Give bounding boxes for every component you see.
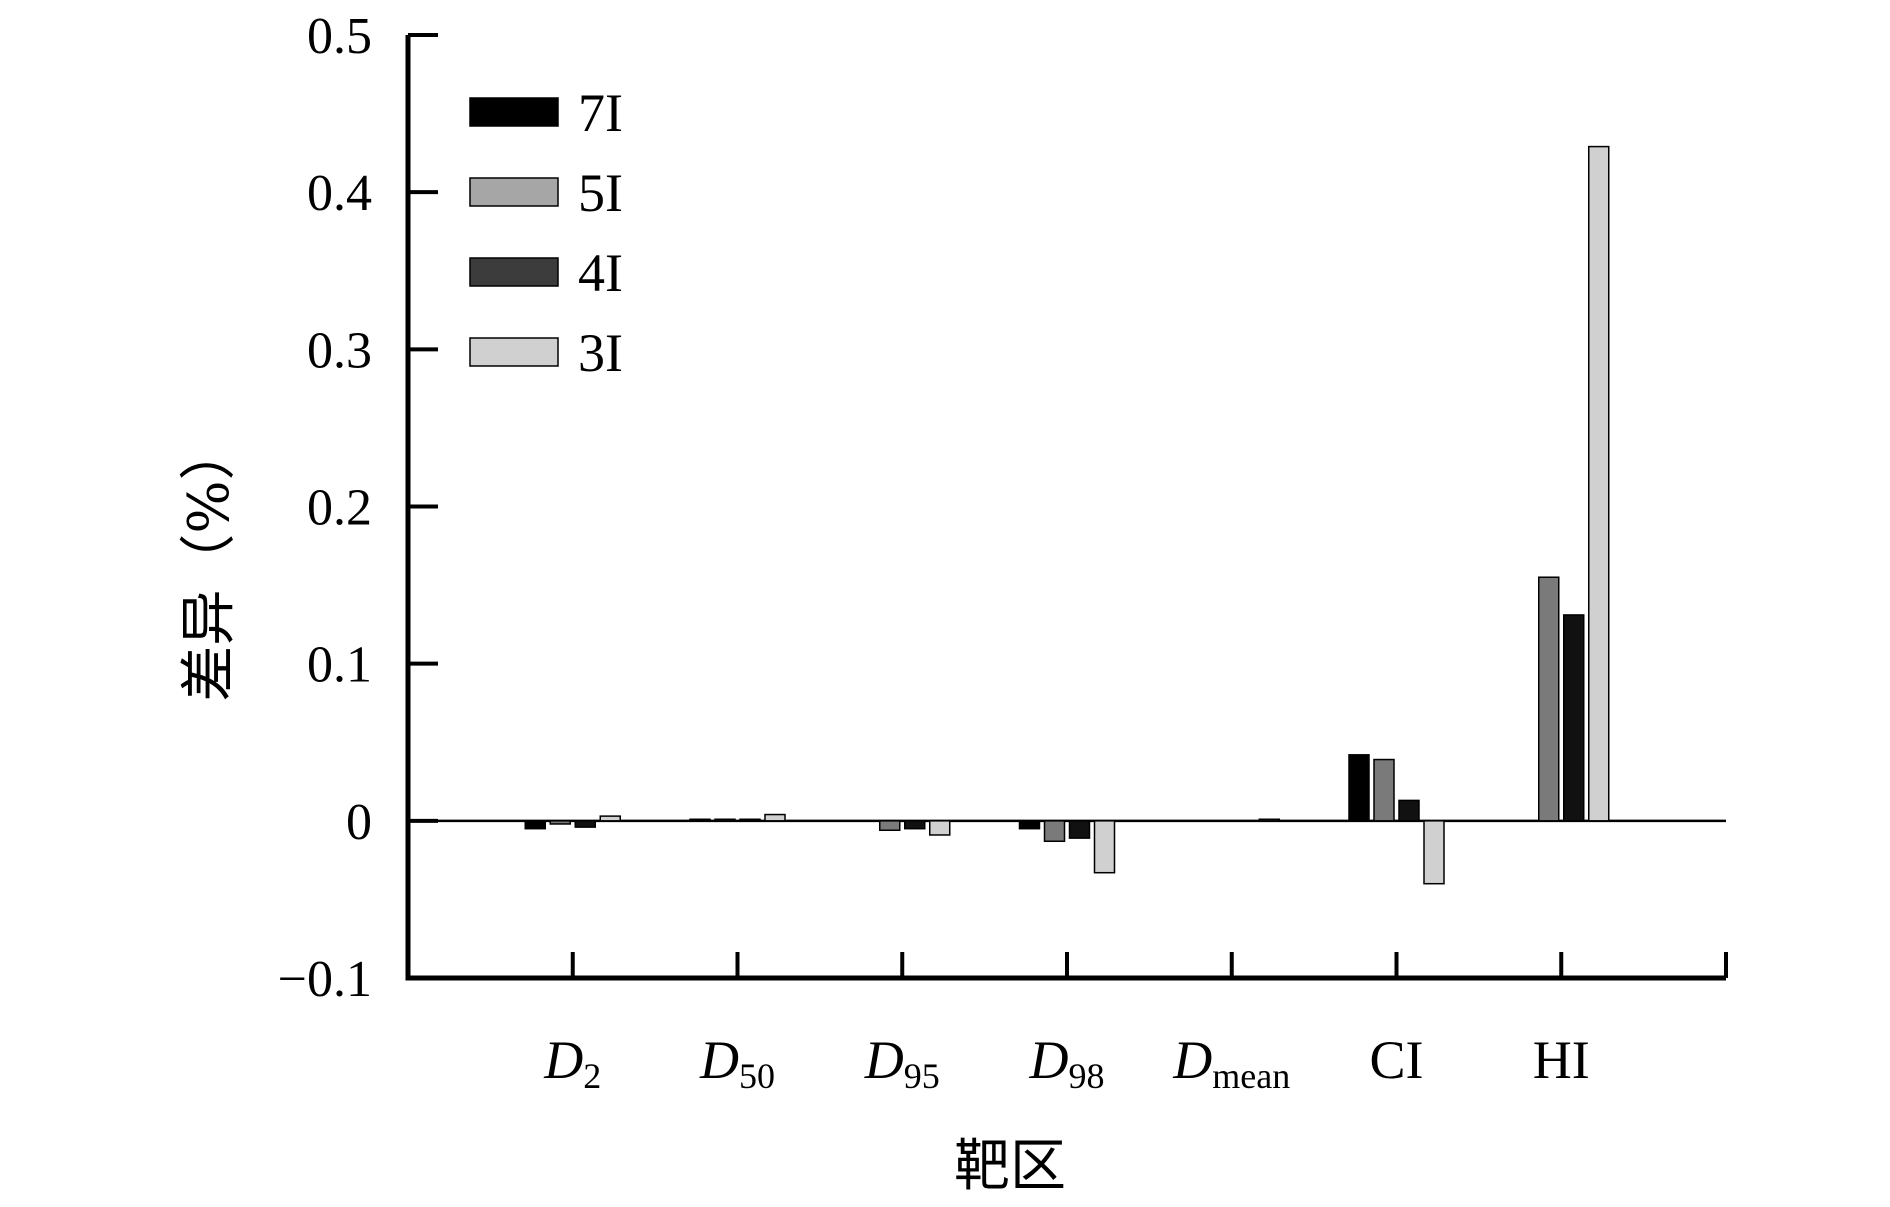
x-category-subscript: 2 — [583, 1056, 601, 1096]
x-category-main: D — [864, 1030, 904, 1090]
x-category-label: D95 — [864, 1030, 940, 1096]
x-category-label: HI — [1533, 1030, 1590, 1090]
y-tick-label: 0.2 — [307, 480, 372, 537]
bar-5I — [549, 820, 571, 825]
bar-3I — [1258, 818, 1280, 822]
legend-swatch — [469, 337, 559, 367]
bar-3I — [764, 813, 786, 822]
bar-7I — [689, 818, 711, 822]
bar-3I — [1423, 820, 1445, 885]
y-tick-label: 0 — [346, 794, 372, 851]
x-category-subscript: mean — [1212, 1056, 1290, 1096]
x-category-label: D2 — [543, 1030, 601, 1096]
x-category-main: HI — [1533, 1030, 1590, 1090]
legend-label: 7I — [578, 83, 623, 143]
bar-4I — [1398, 799, 1420, 822]
x-category-main: CI — [1370, 1030, 1424, 1090]
y-tick-label: 0.1 — [307, 637, 372, 694]
bar-4I — [1068, 820, 1091, 839]
bar-3I — [1588, 145, 1610, 822]
y-axis-title: 差异（%） — [177, 424, 242, 701]
x-category-label: D50 — [699, 1030, 775, 1096]
bar-3I — [929, 820, 951, 836]
x-category-label: CI — [1370, 1030, 1424, 1090]
x-category-label: D98 — [1029, 1030, 1105, 1096]
y-tick-label: 0.4 — [307, 165, 372, 222]
y-ticks: 0.5 0.4 0.3 0.2 0.1 0 −0.1 — [278, 8, 438, 1008]
bar-7I — [1018, 820, 1041, 830]
bar-4I — [1563, 614, 1585, 822]
x-category-main: D — [543, 1030, 583, 1090]
bar-7I — [524, 820, 546, 830]
x-category-main: D — [1172, 1030, 1212, 1090]
y-tick-label: −0.1 — [278, 951, 372, 1008]
bar-5I — [879, 820, 901, 832]
legend: 7I 5I 4I 3I — [469, 83, 623, 383]
y-tick-label: 0.3 — [307, 322, 372, 379]
legend-label: 5I — [578, 163, 623, 223]
x-category-main: D — [1029, 1030, 1069, 1090]
x-category-main: D — [699, 1030, 739, 1090]
bar-4I — [739, 818, 761, 822]
x-category-subscript: 98 — [1069, 1056, 1105, 1096]
y-tick-label: 0.5 — [307, 8, 372, 65]
legend-label: 3I — [578, 323, 623, 383]
axis-titles: 差异（%） 靶区 — [177, 424, 1066, 1199]
x-category-subscript: 50 — [739, 1056, 775, 1096]
bar-5I — [1043, 820, 1066, 843]
bar-5I — [714, 818, 736, 822]
bar-7I — [1348, 754, 1370, 822]
legend-swatch — [469, 257, 559, 287]
legend-label: 4I — [578, 243, 623, 303]
x-category-subscript: 95 — [904, 1056, 940, 1096]
bar-5I — [1538, 576, 1560, 822]
bar-3I — [599, 815, 621, 822]
bar-3I — [1093, 820, 1116, 874]
legend-swatch — [469, 177, 559, 207]
bar-5I — [1373, 758, 1395, 822]
x-categories: D2 D50 D95 D98 Dmean CI HI — [543, 1030, 1589, 1096]
bars — [524, 145, 1610, 885]
x-category-label: Dmean — [1172, 1030, 1290, 1096]
x-axis-title: 靶区 — [954, 1134, 1066, 1199]
bar-4I — [904, 820, 926, 830]
legend-swatch — [469, 97, 559, 127]
bar-4I — [574, 820, 596, 828]
